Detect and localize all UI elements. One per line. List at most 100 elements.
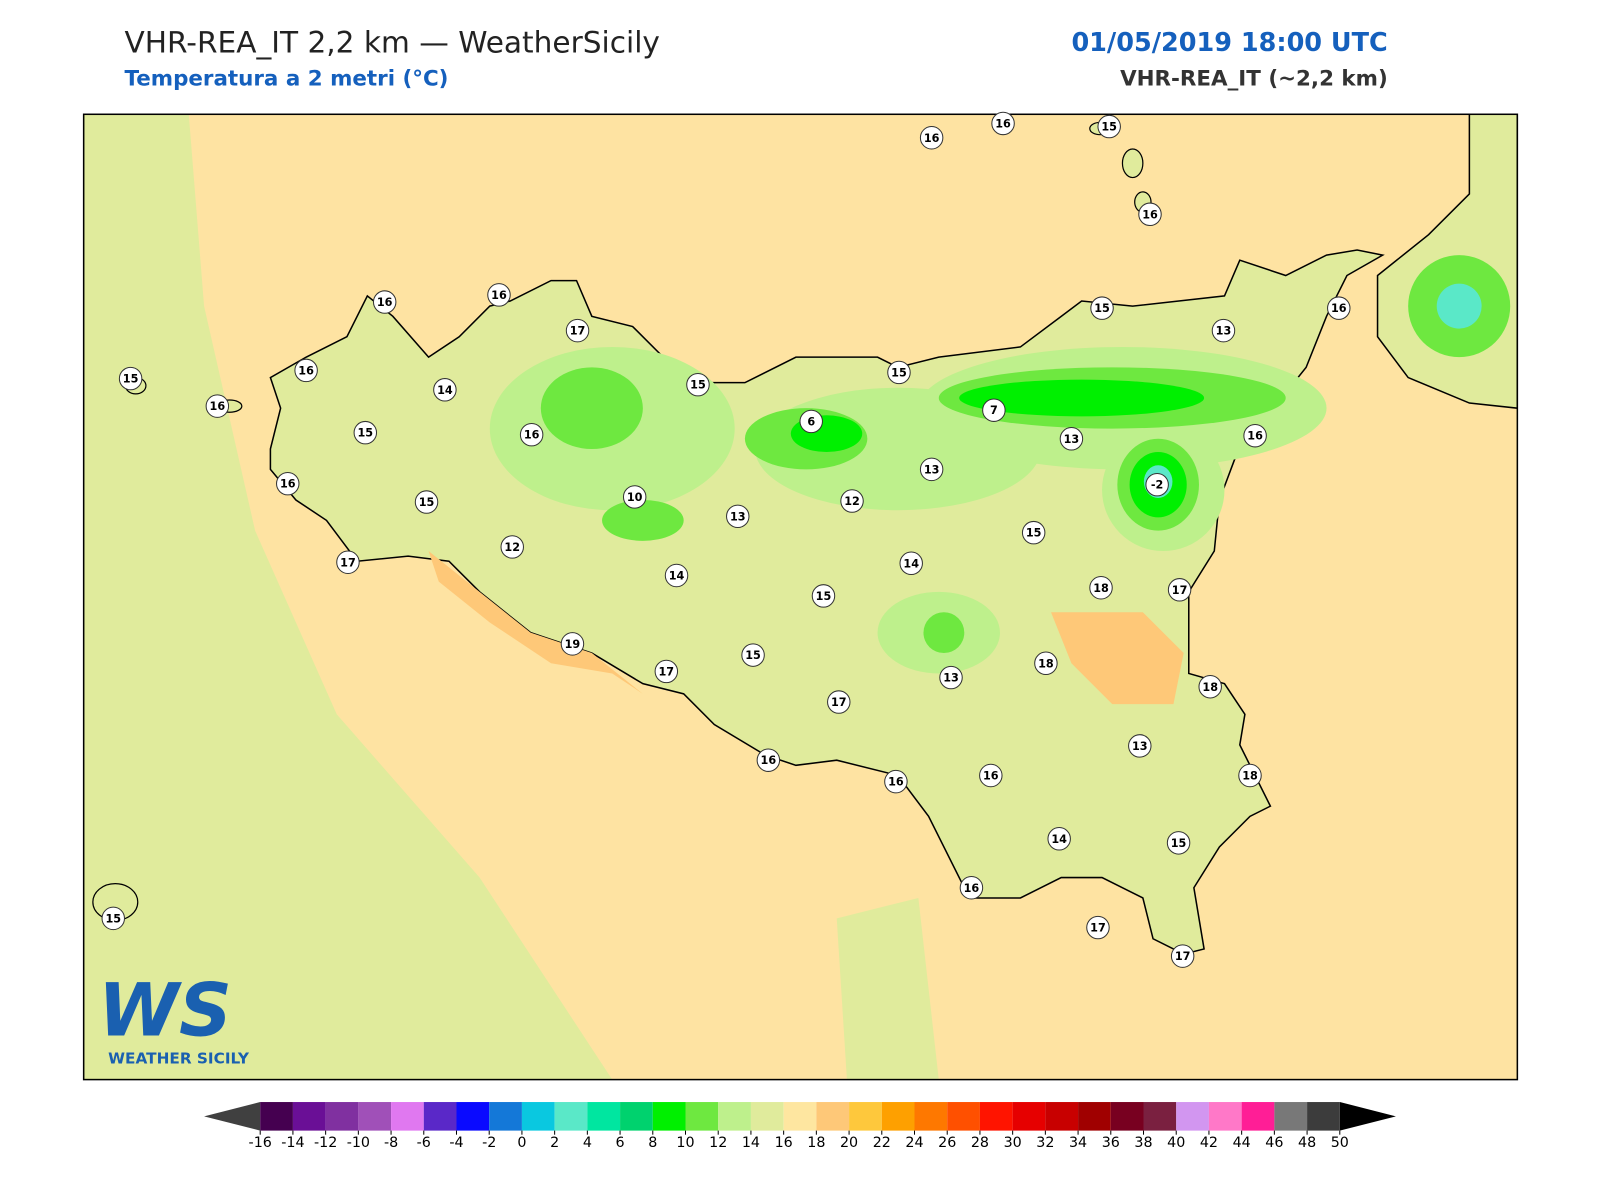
coldest-area (1436, 283, 1482, 329)
station-value: 16 (1247, 430, 1263, 443)
station-marker (811, 584, 836, 608)
station-value: 14 (903, 557, 919, 570)
station-value: 16 (210, 400, 226, 413)
station-marker (919, 126, 944, 150)
station-value: 18 (1038, 657, 1054, 670)
station-marker (1327, 296, 1351, 320)
colorbar-tick-label: 26 (938, 1135, 956, 1151)
colorbar-tick-label: 2 (550, 1135, 559, 1151)
station-value: 16 (298, 364, 314, 377)
colorbar-tick-label: -2 (482, 1135, 496, 1151)
station-marker (294, 358, 318, 383)
station-value: 13 (730, 510, 746, 523)
subtitle: Temperatura a 2 metri (°C) (124, 67, 448, 92)
station-value: 13 (1064, 433, 1080, 446)
colorbar-segment (620, 1102, 653, 1131)
colorbar-tick-label: 24 (905, 1135, 923, 1151)
colorbar-segment (947, 1102, 980, 1131)
colorbar-tick-label: 36 (1102, 1135, 1120, 1151)
colorbar-tick-label: 50 (1331, 1135, 1349, 1151)
colorbar: -16 -14 -12 -10 -8 -6 -4 -2 0 2 4 6 8 10 12 14 16 18 20 22 2… (204, 1102, 1396, 1151)
station-value: 17 (831, 696, 847, 709)
station-marker (1170, 944, 1195, 968)
station-marker (487, 283, 511, 307)
station-value: 17 (1172, 584, 1188, 597)
station-value: 17 (659, 665, 675, 678)
station-marker (1198, 675, 1222, 699)
colorbar-segment (652, 1102, 686, 1131)
colorbar-segment (718, 1102, 751, 1131)
colorbar-tick-label: 42 (1200, 1135, 1218, 1151)
station-value: 14 (1051, 833, 1067, 846)
station-value: 18 (1093, 582, 1109, 595)
colorbar-tick-label: 44 (1233, 1135, 1251, 1151)
station-marker (959, 876, 984, 900)
title: VHR-REA_IT 2,2 km — WeatherSicily (124, 25, 659, 59)
station-marker (991, 111, 1015, 136)
colorbar-segment (979, 1102, 1013, 1131)
colorbar-segment (1110, 1102, 1144, 1131)
colorbar-tick-label: 48 (1298, 1135, 1316, 1151)
colorbar-tick-label: 20 (840, 1135, 858, 1151)
colorbar-tick-label: 10 (676, 1135, 694, 1151)
colorbar-segment (587, 1102, 621, 1131)
station-value: 15 (891, 366, 907, 379)
model-label: VHR-REA_IT (~2,2 km) (1120, 67, 1388, 92)
station-value: 16 (761, 754, 777, 767)
station-value: 14 (437, 384, 453, 397)
station-value: 15 (357, 427, 373, 440)
station-value: 15 (1094, 302, 1110, 315)
colorbar-tick-label: -8 (384, 1135, 398, 1151)
station-marker (840, 489, 864, 513)
station-marker (1243, 423, 1267, 448)
warm-area (1051, 612, 1184, 705)
station-marker (741, 643, 765, 667)
colorbar-segment (849, 1102, 882, 1131)
colorbar-tick-label: 8 (648, 1135, 657, 1151)
station-marker (1059, 427, 1084, 451)
colorbar-segment (1143, 1102, 1177, 1131)
station-marker (827, 690, 851, 714)
station-marker (565, 318, 590, 343)
station-value: 6 (807, 415, 815, 428)
station-value: 15 (1026, 527, 1042, 540)
colorbar-tick-label: 40 (1167, 1135, 1185, 1151)
station-value: 16 (924, 132, 940, 145)
colorbar-over (1339, 1102, 1396, 1131)
station-marker (919, 457, 944, 482)
colorbar-under (204, 1102, 261, 1131)
station-marker (1138, 202, 1162, 227)
colorbar-segment (358, 1102, 392, 1131)
colorbar-tick-label: 12 (709, 1135, 727, 1151)
station-value: 17 (570, 325, 586, 338)
station-marker (899, 551, 923, 575)
colorbar-tick-label: 46 (1265, 1135, 1283, 1151)
colorbar-segment (423, 1102, 457, 1131)
station-marker (726, 504, 750, 529)
station-marker (1238, 763, 1262, 788)
colorbar-segment (1045, 1102, 1079, 1131)
colorbar-tick-label: 34 (1069, 1135, 1087, 1151)
station-marker (1145, 472, 1169, 497)
station-value: 12 (844, 495, 860, 508)
station-value: 15 (1171, 837, 1187, 850)
colorbar-tick-label: -12 (314, 1135, 337, 1151)
colorbar-segment (1176, 1102, 1209, 1131)
colorbar-segment (554, 1102, 588, 1131)
station-marker (622, 485, 647, 509)
station-marker (1090, 296, 1114, 320)
station-marker (101, 906, 125, 931)
station-value: 13 (943, 672, 959, 685)
colorbar-segment (260, 1102, 293, 1131)
colorbar-segment (1078, 1102, 1111, 1131)
colorbar-tick-label: 14 (742, 1135, 760, 1151)
sea-field (836, 897, 939, 1080)
station-marker (353, 420, 378, 445)
station-value: 16 (377, 296, 393, 309)
colorbar-segment (783, 1102, 817, 1131)
station-marker (756, 748, 781, 772)
colorbar-tick-label: -10 (347, 1135, 370, 1151)
sea-field (83, 114, 613, 1080)
station-value: 18 (1242, 770, 1258, 783)
station-marker (500, 535, 524, 559)
